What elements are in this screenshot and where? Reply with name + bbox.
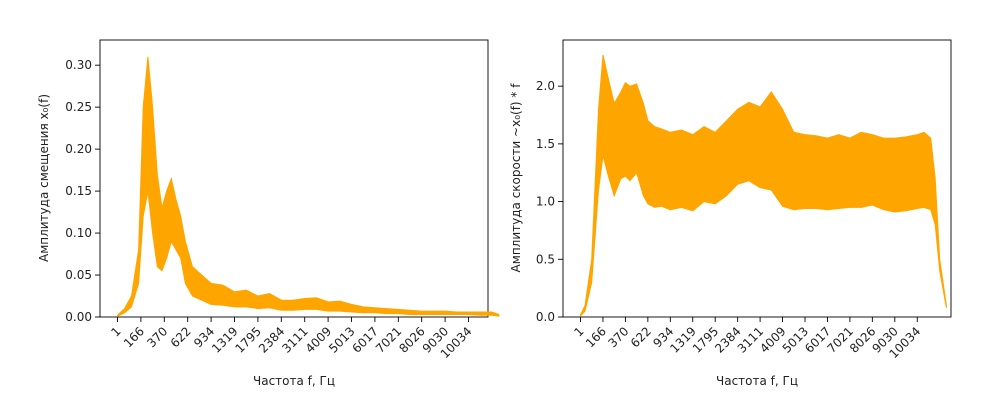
right-y-tick-label: 1.0 — [536, 195, 555, 209]
left-y-tick-label: 0.00 — [65, 310, 92, 324]
right-y-ticks: 0.0 0.5 1.0 1.5 2.0 — [536, 79, 563, 324]
right-x-axis-label: Частота f, Гц — [716, 374, 798, 388]
right-y-axis-label: Амплитуда скорости ~x₀(f) * f — [509, 83, 523, 273]
right-y-tick-label: 1.5 — [536, 137, 555, 151]
left-y-axis-label: Амплитуда смещения x₀(f) — [37, 94, 51, 262]
left-x-tick-label: 370 — [144, 324, 170, 350]
left-x-axis-label: Частота f, Гц — [253, 374, 335, 388]
left-x-tick-label: 8026 — [396, 324, 427, 355]
left-y-tick-label: 0.05 — [65, 268, 92, 282]
left-x-tick-label: 1 — [108, 324, 123, 339]
left-y-tick-label: 0.30 — [65, 58, 92, 72]
left-plot-frame — [99, 39, 489, 318]
right-y-tick-label: 0.5 — [536, 252, 555, 266]
left-x-tick-label: 166 — [121, 324, 147, 350]
left-x-tick-label: 622 — [168, 324, 194, 350]
left-x-tick-label: 5013 — [326, 324, 357, 355]
left-x-tick-label: 3111 — [279, 324, 310, 355]
right-x-ticks: 1166370622934131917952384311140095013601… — [571, 317, 923, 361]
right-x-tick-label: 622 — [628, 324, 654, 350]
left-y-ticks: 0.00 0.05 0.10 0.15 0.20 0.25 0.30 — [65, 58, 100, 324]
left-x-tick-label: 4009 — [303, 324, 334, 355]
left-x-tick-label: 6017 — [350, 324, 381, 355]
left-displacement-band — [117, 56, 500, 317]
left-x-ticks: 1166370622934131917952384311140095013601… — [108, 317, 475, 361]
left-chart: 0.000.050.100.150.200.250.30 11663706229… — [37, 39, 500, 388]
right-x-tick-label: 166 — [583, 324, 609, 350]
left-x-tick-label: 7021 — [373, 324, 404, 355]
right-y-tick-label: 2.0 — [536, 79, 555, 93]
right-plot-frame — [562, 39, 952, 318]
left-x-tick-label: 1319 — [209, 324, 240, 355]
right-velocity-band — [580, 54, 947, 318]
left-y-tick-label: 0.20 — [65, 142, 92, 156]
left-x-tick-label: 2384 — [256, 324, 287, 355]
left-y-tick-label: 0.10 — [65, 226, 92, 240]
right-chart: 0.0 0.5 1.0 1.5 2.0 116637062293413191795238… — [509, 39, 952, 388]
left-x-tick-label: 1795 — [233, 324, 264, 355]
right-y-tick-label: 0.0 — [536, 310, 555, 324]
right-x-tick-label: 370 — [605, 324, 631, 350]
left-y-tick-label: 0.15 — [65, 184, 92, 198]
left-y-tick-label: 0.25 — [65, 100, 92, 114]
right-x-tick-label: 1 — [571, 324, 586, 339]
